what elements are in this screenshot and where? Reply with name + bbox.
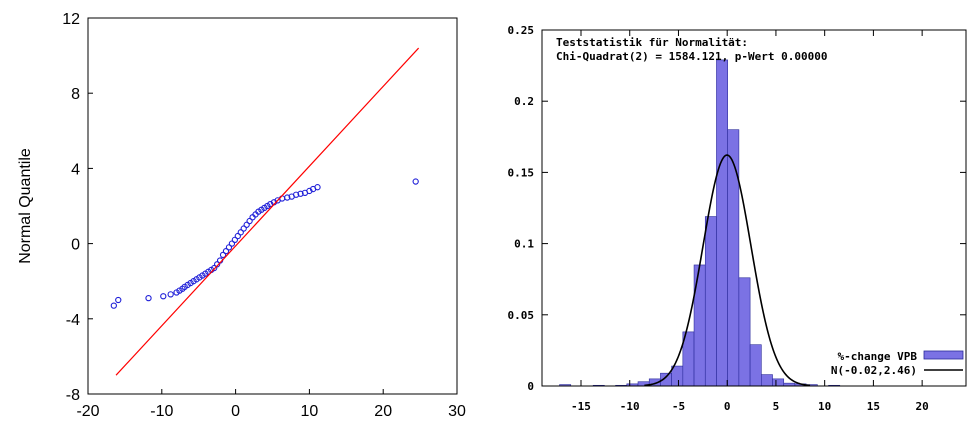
- histogram-bar: [671, 365, 684, 387]
- histogram-bar: [716, 59, 728, 387]
- histogram-title: Teststatistik für Normalität:: [556, 36, 748, 49]
- qq-y-tick-label: 12: [62, 11, 80, 28]
- qq-points: [110, 178, 419, 309]
- histogram-x-tick-label: 15: [867, 400, 880, 413]
- qq-x-tick-label: -10: [150, 403, 173, 420]
- histogram-bar: [738, 277, 751, 387]
- qq-point: [243, 221, 250, 228]
- qq-x-tick-label: 20: [374, 403, 392, 420]
- histogram-bar: [704, 216, 717, 387]
- histogram-x-tick-label: -10: [620, 400, 640, 413]
- qq-point: [234, 232, 241, 240]
- legend-label-histogram: %-change VPB: [838, 350, 918, 363]
- qq-point: [211, 264, 218, 272]
- qq-plot-frame: [87, 17, 458, 395]
- qq-plot: -8 -4 0 4 8 12 -20 -10 0 10 20 30 Normal Quantile: [17, 11, 466, 420]
- qq-point: [284, 194, 291, 201]
- histogram-y-tick-label: 0.15: [508, 166, 535, 179]
- qq-point: [213, 261, 221, 268]
- qq-x-tick-label: -20: [76, 403, 99, 420]
- qq-y-axis-label: Normal Quantile: [17, 148, 34, 264]
- histogram-y-tick-label: 0.1: [514, 238, 534, 251]
- histogram-x-tick-label: -15: [571, 400, 591, 413]
- qq-y-tick-label: 8: [71, 86, 80, 103]
- qq-x-tick-label: 10: [301, 403, 319, 420]
- qq-point: [314, 184, 321, 191]
- histogram-y-tick-label: 0.05: [508, 309, 535, 322]
- histogram-y-tick-label: 0: [527, 380, 534, 393]
- qq-point: [219, 251, 227, 259]
- qq-x-tick-label: 0: [231, 403, 240, 420]
- histogram-subtitle: Chi-Quadrat(2) = 1584.121, p-Wert 0.0000…: [556, 50, 828, 63]
- histogram-bar: [772, 378, 785, 387]
- legend-label-normal: N(-0.02,2.46): [831, 364, 917, 377]
- qq-point: [237, 229, 244, 236]
- histogram-x-ticks: -15 -10 -5 0 5 10 15 20: [571, 30, 929, 413]
- qq-point: [225, 244, 233, 251]
- qq-point: [160, 293, 167, 300]
- histogram-x-tick-label: 5: [773, 400, 780, 413]
- normal-density-curve: [644, 154, 811, 387]
- qq-y-tick-label: 0: [71, 237, 80, 254]
- histogram-x-tick-label: 0: [724, 400, 731, 413]
- qq-point: [167, 291, 174, 298]
- qq-point: [240, 225, 247, 232]
- histogram-legend: %-change VPB N(-0.02,2.46): [831, 350, 964, 377]
- histogram-frame: [541, 29, 967, 387]
- qq-point: [412, 178, 419, 185]
- qq-y-ticks: -8 -4 0 4 8 12: [62, 11, 93, 404]
- histogram-plot: 0 0.05 0.1 0.15 0.2 0.25 -15 -10 -5 0 5 10 15 20 Tes…: [508, 24, 967, 413]
- qq-reference-line: [115, 47, 420, 376]
- qq-point: [222, 247, 230, 255]
- qq-point: [228, 240, 236, 247]
- histogram-x-tick-label: 20: [916, 400, 929, 413]
- histogram-bar: [761, 374, 773, 387]
- legend-swatch-histogram: [923, 350, 964, 360]
- qq-point: [145, 294, 152, 302]
- histogram-bars: [559, 59, 841, 387]
- histogram-x-tick-label: 10: [818, 400, 831, 413]
- qq-y-tick-label: 4: [71, 161, 80, 178]
- qq-y-tick-label: -8: [66, 387, 80, 404]
- qq-x-ticks: -20 -10 0 10 20 30: [76, 389, 466, 420]
- qq-point: [292, 191, 300, 198]
- qq-point: [246, 217, 253, 225]
- histogram-y-ticks: 0 0.05 0.1 0.15 0.2 0.25: [508, 24, 966, 393]
- histogram-y-tick-label: 0.25: [508, 24, 535, 37]
- histogram-bar: [727, 129, 740, 387]
- histogram-x-tick-label: -5: [672, 400, 685, 413]
- qq-y-tick-label: -4: [66, 312, 80, 329]
- qq-point: [115, 296, 122, 304]
- qq-point: [110, 302, 117, 309]
- histogram-bar: [749, 344, 762, 387]
- qq-point: [297, 190, 304, 197]
- qq-x-tick-label: 30: [448, 403, 466, 420]
- qq-point: [231, 236, 239, 243]
- histogram-y-tick-label: 0.2: [514, 95, 534, 108]
